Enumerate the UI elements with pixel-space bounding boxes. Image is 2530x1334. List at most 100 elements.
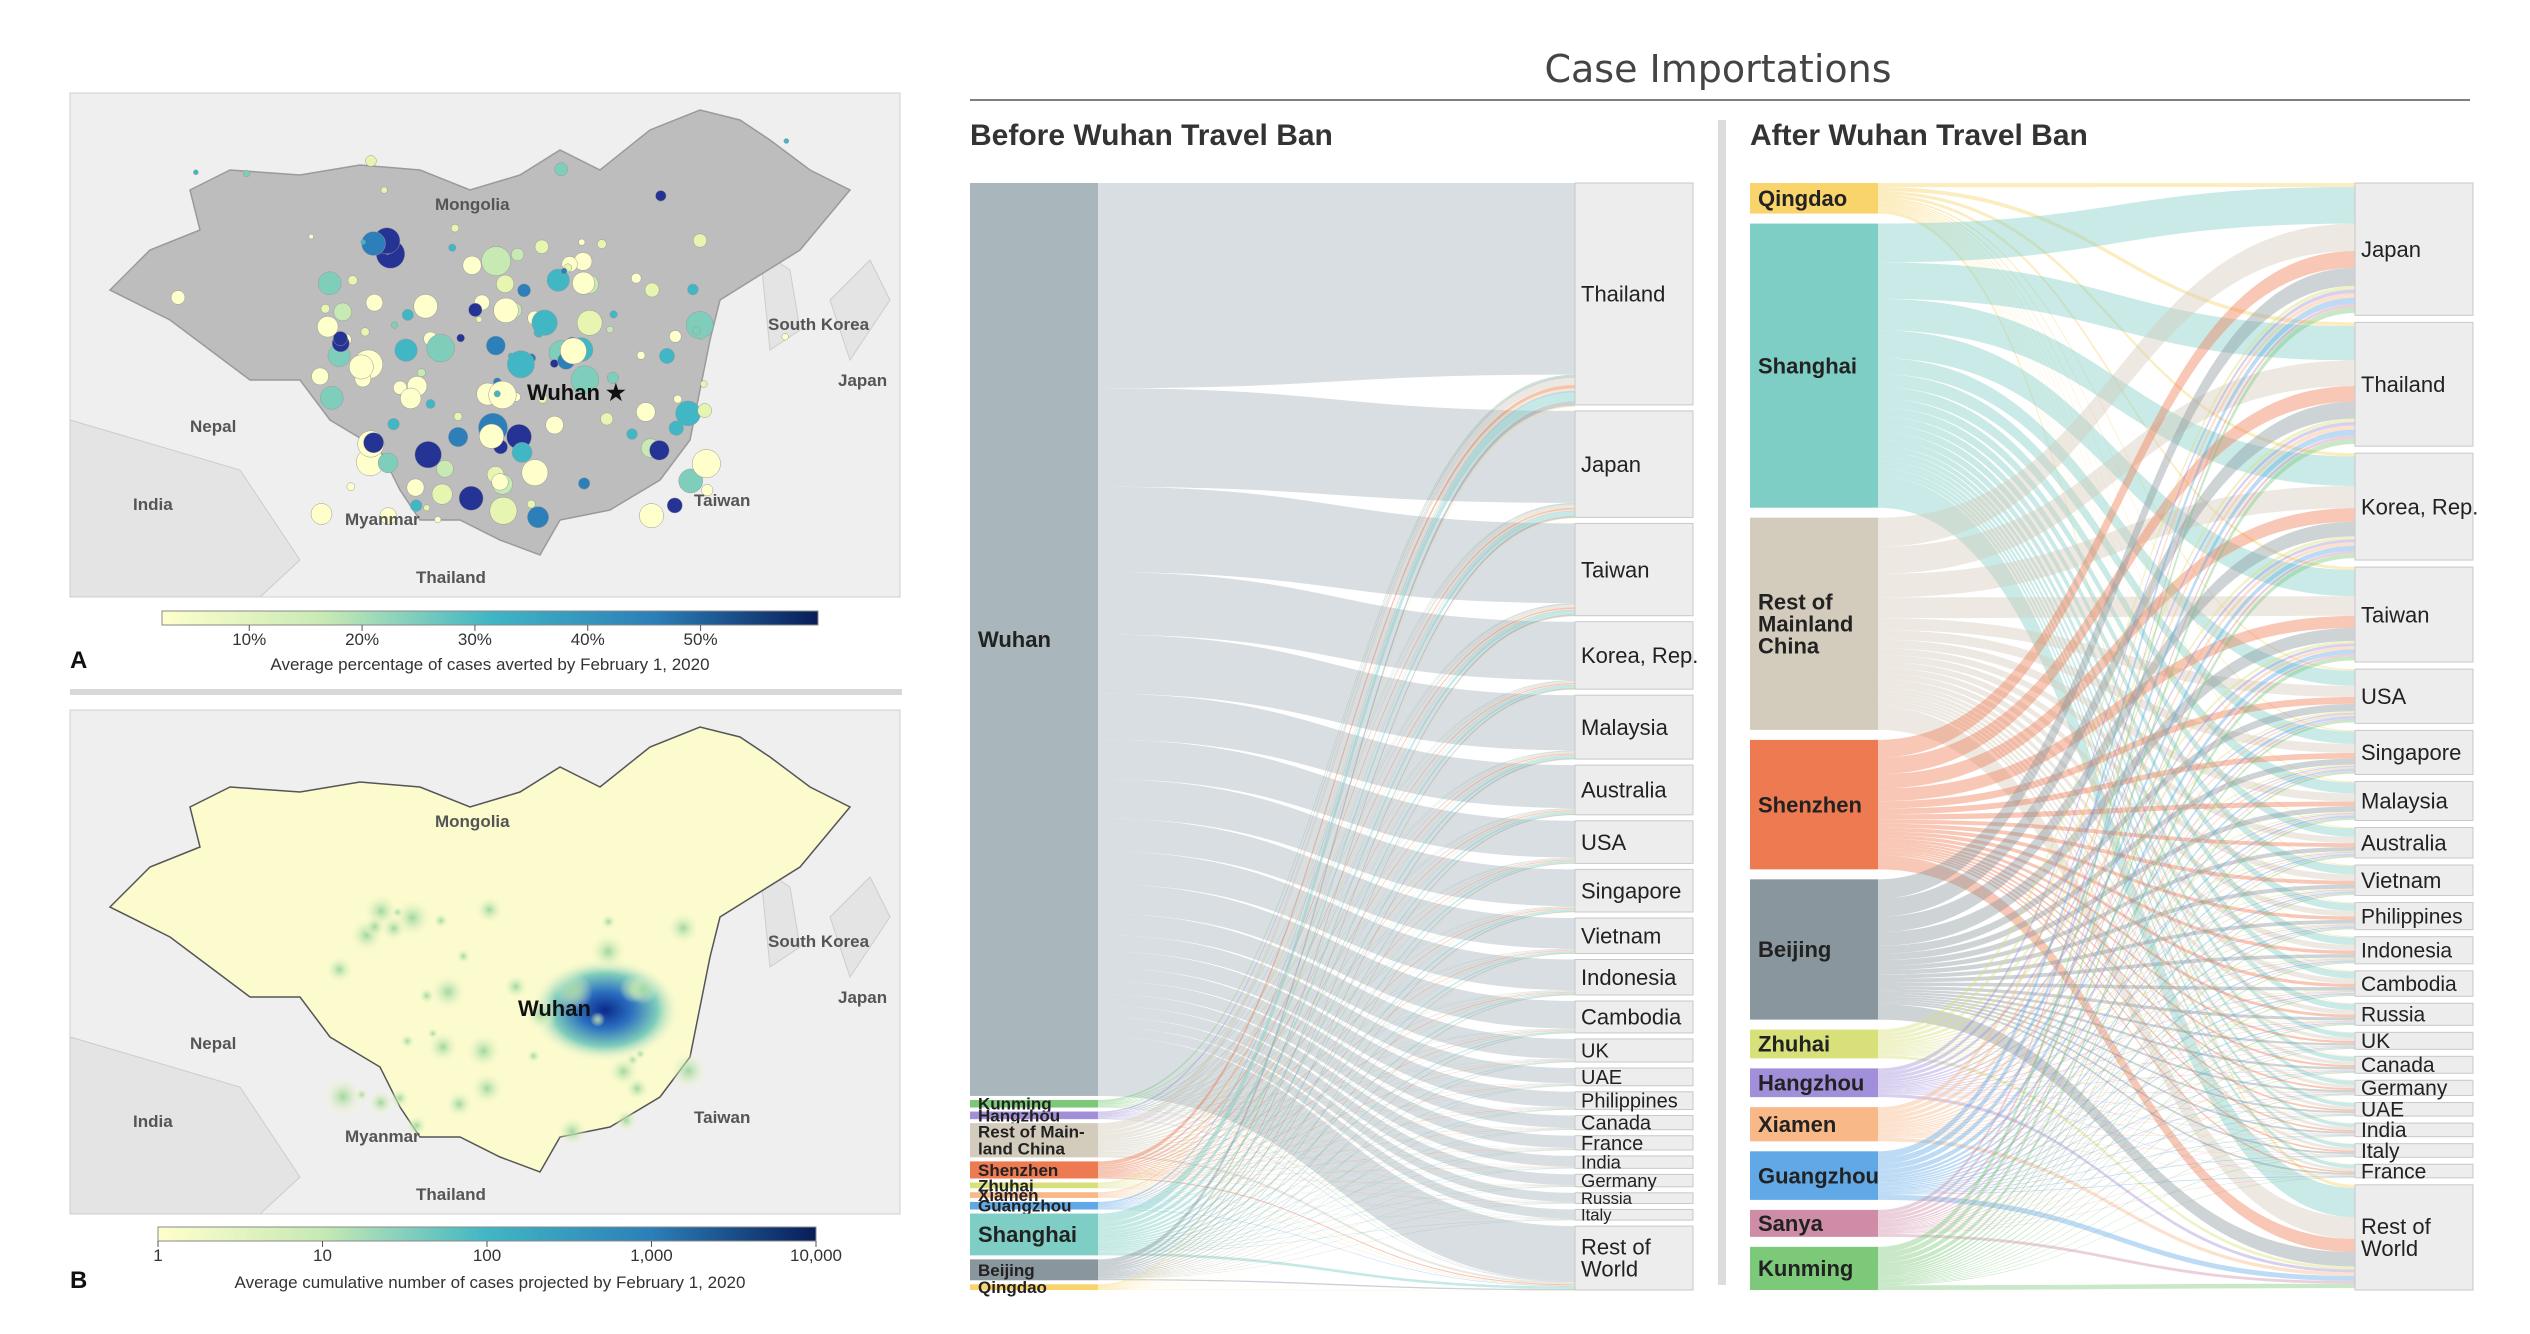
flow-zhuhai-to-malaysia (1098, 754, 1575, 1186)
colorbar-ticks-b: 1 10 100 1,000 10,000 (153, 1241, 842, 1265)
city-dot (560, 267, 568, 275)
flow-qingdao-to-uae (1878, 208, 2355, 1103)
dest-label: UAE (2361, 1099, 2404, 1122)
colorbar-ticks-a: 10% 20% 30% 40% 50% (232, 625, 718, 649)
label-nepal-b: Nepal (190, 1034, 236, 1053)
flow-shanghai-to-japan (1098, 511, 1575, 1228)
flow-shanghai-to-india (1098, 1167, 1575, 1252)
city-dot (570, 365, 599, 394)
flow-rest-of-mainland-china-to-russia (1098, 1154, 1575, 1203)
city-dot (436, 459, 454, 478)
flow-shenzhen-to-philippines (1878, 827, 2355, 920)
flow-guangzhou-to-uae (1098, 1084, 1575, 1209)
flow-beijing-to-germany (1878, 994, 2355, 1093)
flow-shenzhen-to-taiwan (1878, 615, 2355, 802)
flow-rest-of-mainland-china-to-australia (1098, 808, 1575, 1145)
flow-shenzhen-to-usa (1098, 859, 1575, 1173)
flow-qingdao-to-france (1098, 1149, 1575, 1290)
flow-guangzhou-to-uk (1878, 1047, 2355, 1191)
flow-zhuhai-to-thailand (1098, 388, 1575, 1184)
density-patch (556, 1116, 588, 1147)
flow-hangzhou-to-germany (1098, 1118, 1575, 1186)
city-dot (491, 473, 509, 491)
dest-label: Philippines (2361, 905, 2463, 928)
flow-guangzhou-to-canada (1098, 1128, 1575, 1209)
flow-guangzhou-to-usa (1098, 860, 1575, 1207)
flow-shenzhen-to-rest-of-world (1878, 855, 2355, 1253)
city-dot (546, 268, 570, 292)
flow-hangzhou-to-russia (1098, 1118, 1575, 1203)
flow-kunming-to-australia (1878, 856, 2355, 1275)
city-dot (655, 190, 667, 202)
dest-node-rest-of-world (1574, 1225, 1694, 1291)
source-label: Guangzhou (978, 1197, 1071, 1216)
flow-shanghai-to-indonesia (1098, 993, 1575, 1246)
flow-rest-of-mainland-china-to-germany (1878, 691, 2355, 1089)
city-dot (414, 441, 442, 469)
flow-guangzhou-to-india (1098, 1167, 1575, 1209)
colorbar-tick-label: 40% (571, 630, 605, 649)
density-patch (380, 915, 407, 942)
colorbar-tick-label: 20% (345, 630, 379, 649)
chart-title: Case Importations (1544, 47, 1891, 91)
dest-label: Rest of (1581, 1235, 1652, 1260)
flow-wuhan-to-australia (1098, 693, 1575, 808)
flow-kunming-to-singapore (1098, 906, 1575, 1106)
city-dot (636, 402, 656, 422)
flow-zhuhai-to-russia (1098, 1187, 1575, 1203)
label-india-a: India (133, 495, 173, 514)
city-dot (678, 468, 703, 494)
dest-label: Australia (2361, 830, 2447, 855)
city-dot (511, 442, 533, 463)
flow-shanghai-to-usa (1878, 358, 2355, 686)
flow-guangzhou-to-france (1098, 1149, 1575, 1209)
flow-shenzhen-to-rest-of-world (1098, 1177, 1575, 1286)
flow-sanya-to-canada (1878, 1071, 2355, 1232)
flow-shenzhen-to-usa (1878, 696, 2355, 809)
flow-sanya-to-russia (1878, 1023, 2355, 1232)
source-label: Shenzhen (1758, 792, 1862, 817)
source-label: Hangzhou (978, 1106, 1060, 1125)
flow-qingdao-to-uk (1098, 1062, 1575, 1289)
dest-node-france (1574, 1135, 1694, 1151)
flow-guangzhou-to-philippines (1878, 926, 2355, 1186)
city-dot (578, 238, 586, 246)
source-label: Rest of Main- (978, 1123, 1085, 1142)
flow-sanya-to-uae (1878, 1114, 2355, 1233)
flow-shenzhen-to-australia (1878, 819, 2355, 848)
flow-shanghai-to-korea-rep (1098, 685, 1575, 1235)
flow-zhuhai-to-cambodia (1098, 1030, 1575, 1188)
flow-zhuhai-to-france (1098, 1148, 1575, 1188)
city-dot (318, 271, 342, 295)
flow-rest-of-mainland-china-to-indonesia (1878, 667, 2355, 951)
flow-shenzhen-to-uk (1098, 1059, 1575, 1176)
dest-label: France (1581, 1133, 1643, 1155)
city-dot (691, 449, 721, 479)
flow-zhuhai-to-japan (1878, 285, 2355, 1034)
flow-guangzhou-to-vietnam (1878, 891, 2355, 1185)
flow-qingdao-to-taiwan (1098, 616, 1575, 1287)
flow-rest-of-mainland-china-to-philippines (1098, 1107, 1575, 1153)
dest-node-india (2354, 1122, 2474, 1138)
flow-shanghai-to-uk (1878, 446, 2355, 1038)
flow-hangzhou-to-uae (1098, 1083, 1575, 1118)
density-patch (465, 1032, 502, 1070)
flow-kunming-to-germany (1098, 1106, 1575, 1186)
flow-zhuhai-to-canada (1098, 1128, 1575, 1188)
flow-rest-of-mainland-china-to-australia (1878, 648, 2355, 844)
flow-hangzhou-to-thailand (1098, 376, 1575, 1114)
flow-hangzhou-to-france (1098, 1118, 1575, 1149)
flow-qingdao-to-russia (1098, 1203, 1575, 1290)
flow-beijing-to-rest-of-world (1098, 1278, 1575, 1291)
city-dot (527, 506, 549, 529)
dest-label: Thailand (1581, 282, 1665, 307)
flow-hangzhou-to-japan (1098, 503, 1575, 1115)
flow-shanghai-to-cambodia (1098, 1031, 1575, 1248)
city-dot (691, 326, 701, 336)
flow-guangzhou-to-singapore (1878, 768, 2355, 1180)
density-patch (590, 1012, 606, 1027)
flow-qingdao-to-italy (1878, 209, 2355, 1145)
source-node-guangzhou (970, 1201, 1098, 1210)
flow-shenzhen-to-korea-rep (1098, 683, 1575, 1170)
flow-qingdao-to-canada (1878, 207, 2355, 1057)
